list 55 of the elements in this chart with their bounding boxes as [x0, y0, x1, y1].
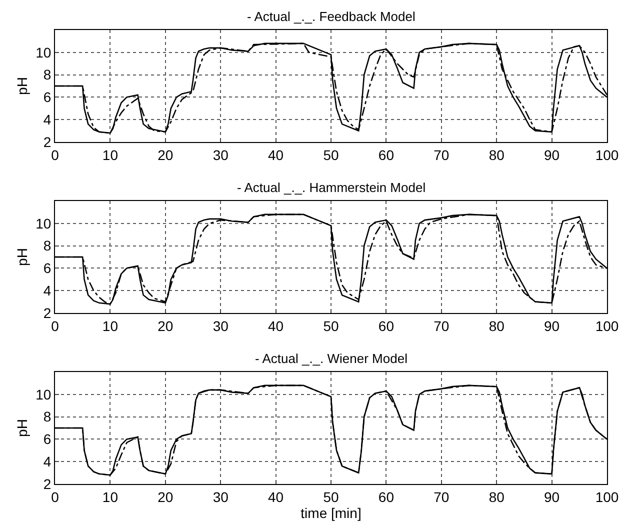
- y-tick-label: 4: [43, 111, 52, 128]
- x-tick-label: 50: [323, 318, 339, 334]
- x-tick-label: 0: [51, 318, 60, 334]
- x-tick-label: 40: [268, 488, 284, 505]
- y-tick-label: 2: [43, 304, 52, 321]
- chart-title: - Actual _._. Hammerstein Model: [237, 180, 426, 195]
- y-axis-title: pH: [14, 248, 30, 266]
- chart-title: - Actual _._. Wiener Model: [255, 351, 408, 366]
- y-tick-label: 2: [43, 476, 52, 492]
- y-tick-label: 2: [43, 134, 52, 150]
- x-tick-label: 100: [595, 318, 619, 334]
- x-tick-label: 100: [595, 146, 619, 163]
- y-tick-label: 8: [43, 66, 52, 83]
- x-tick-label: 70: [434, 488, 450, 505]
- y-tick-label: 10: [36, 44, 52, 60]
- x-tick-label: 90: [544, 146, 560, 163]
- x-tick-label: 80: [488, 146, 505, 163]
- x-tick-label: 10: [102, 146, 118, 163]
- y-tick-label: 8: [43, 408, 52, 425]
- x-tick-label: 90: [544, 488, 560, 505]
- x-tick-label: 0: [51, 488, 60, 505]
- y-tick-label: 10: [36, 386, 52, 402]
- x-tick-label: 20: [158, 318, 174, 334]
- y-tick-label: 6: [43, 89, 52, 106]
- x-tick-label: 0: [51, 146, 60, 163]
- x-tick-label: 90: [544, 318, 560, 334]
- x-tick-label: 40: [268, 318, 284, 334]
- x-tick-label: 70: [434, 146, 450, 163]
- x-tick-label: 60: [378, 488, 394, 505]
- y-tick-label: 4: [43, 454, 52, 470]
- x-tick-label: 30: [212, 318, 229, 334]
- x-tick-label: 10: [102, 488, 118, 505]
- y-axis-title: pH: [14, 419, 30, 437]
- x-tick-label: 10: [102, 318, 118, 334]
- x-tick-label: 100: [595, 488, 619, 505]
- x-tick-label: 20: [158, 488, 174, 505]
- x-tick-label: 80: [488, 318, 505, 334]
- x-tick-label: 30: [212, 146, 229, 163]
- x-axis-title: time [min]: [300, 504, 362, 521]
- y-tick-label: 6: [43, 260, 52, 276]
- x-tick-label: 20: [158, 146, 174, 163]
- x-tick-label: 50: [323, 146, 339, 163]
- x-tick-label: 70: [434, 318, 450, 334]
- y-tick-label: 4: [43, 282, 52, 298]
- y-tick-label: 10: [36, 215, 52, 232]
- y-axis-title: pH: [14, 77, 30, 95]
- y-tick-label: 6: [43, 431, 52, 448]
- x-tick-label: 80: [488, 488, 505, 505]
- x-tick-label: 60: [378, 318, 394, 334]
- x-tick-label: 30: [212, 488, 229, 505]
- x-tick-label: 60: [378, 146, 394, 163]
- y-tick-label: 8: [43, 238, 52, 254]
- chart-title: - Actual _._. Feedback Model: [247, 9, 416, 24]
- x-tick-label: 50: [323, 488, 339, 505]
- x-tick-label: 40: [268, 146, 284, 163]
